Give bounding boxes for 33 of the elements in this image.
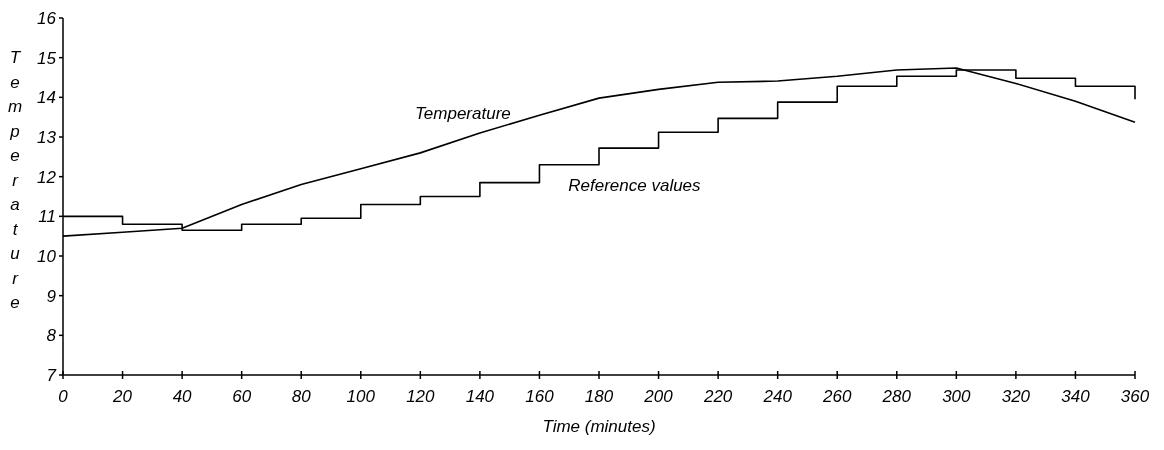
- x-tick-label: 120: [406, 387, 436, 406]
- x-tick-label: 300: [942, 387, 972, 406]
- x-tick-label: 20: [112, 387, 133, 406]
- series-label: Temperature: [415, 104, 511, 124]
- x-tick-label: 180: [584, 387, 614, 406]
- x-tick-label: 40: [172, 387, 193, 406]
- x-tick-label: 0: [58, 387, 69, 406]
- y-tick-label: 16: [37, 8, 57, 28]
- y-tick-label: 8: [46, 326, 57, 346]
- y-tick-label: 15: [37, 48, 57, 68]
- x-tick-label: 360: [1120, 387, 1150, 406]
- series-label: Reference values: [568, 175, 702, 195]
- x-tick-label: 200: [643, 387, 674, 406]
- y-tick-label: 11: [38, 207, 56, 227]
- y-tick-label: 14: [37, 88, 56, 108]
- x-tick-label: 220: [702, 387, 733, 406]
- x-tick-label: 240: [762, 387, 793, 406]
- x-tick-label: 260: [822, 387, 852, 406]
- x-tick-label: 160: [525, 387, 555, 406]
- x-axis-title: Time (minutes): [542, 417, 656, 436]
- x-tick-label: 320: [1001, 387, 1031, 406]
- y-tick-label: 7: [46, 365, 57, 385]
- y-tick-label: 10: [37, 246, 57, 266]
- y-tick-label: 9: [46, 286, 57, 306]
- x-tick-label: 140: [465, 387, 495, 406]
- text: Temperature: [7, 48, 23, 312]
- y-tick-label: 13: [37, 127, 57, 147]
- x-tick-label: 80: [291, 387, 312, 406]
- x-tick-label: 340: [1061, 387, 1091, 406]
- y-tick-label: 12: [37, 167, 57, 187]
- x-tick-label: 100: [346, 387, 376, 406]
- x-tick-label: 60: [232, 387, 252, 406]
- x-tick-label: 280: [881, 387, 912, 406]
